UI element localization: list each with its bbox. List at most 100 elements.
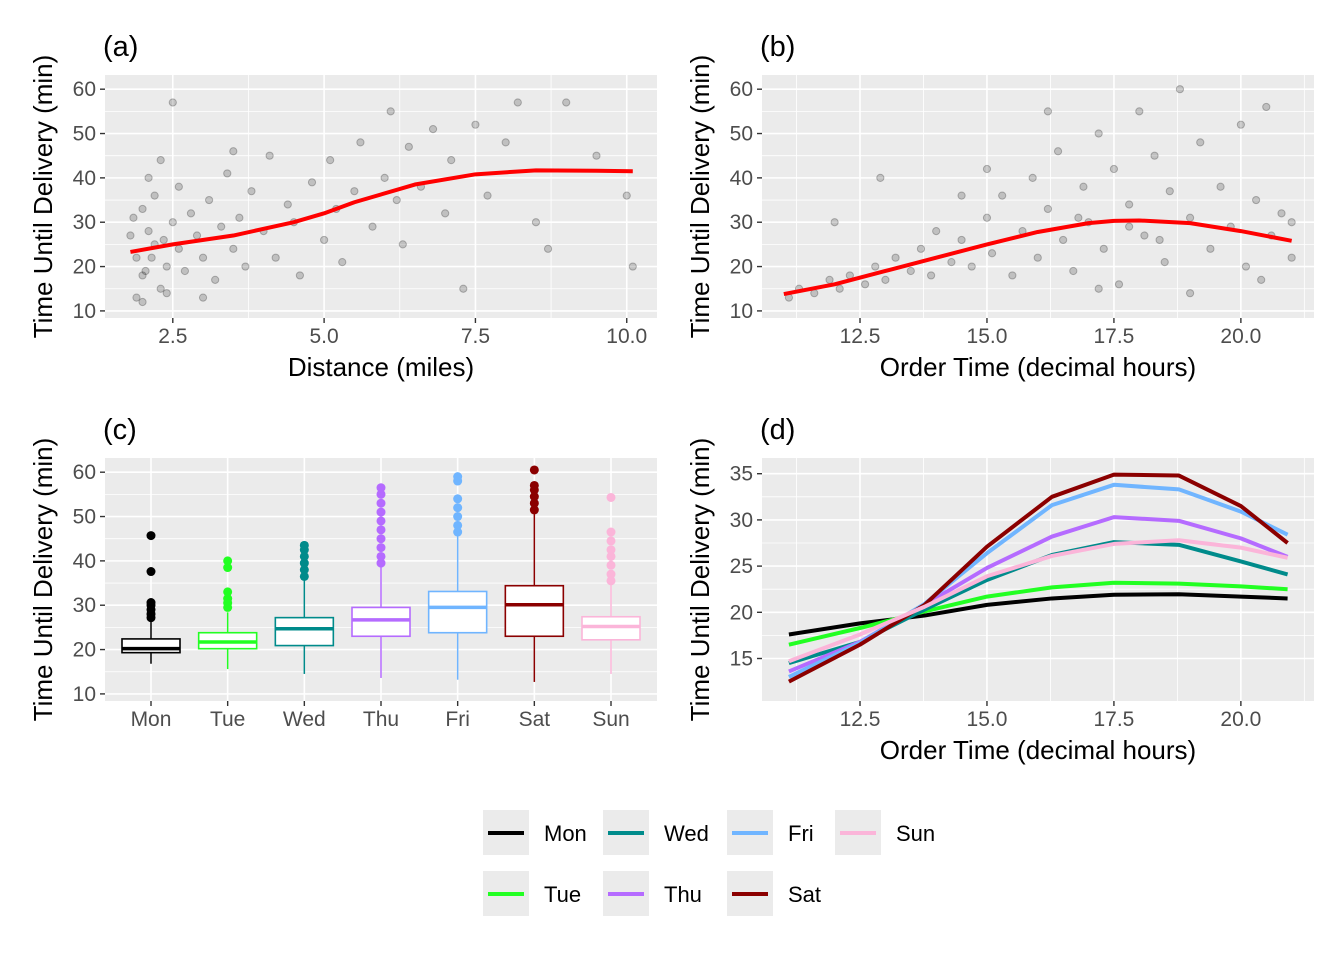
y-tick-label: 40 [73,550,96,573]
scatter-point [307,178,317,187]
y-tick-label: 60 [73,78,96,101]
x-tick-label: 17.5 [1093,325,1134,348]
outlier-point [376,525,386,535]
scatter-point [1094,284,1103,293]
y-tick-label: 30 [73,211,96,234]
box-iqr [274,616,335,647]
outlier-point [376,516,386,526]
x-axis-title: Order Time (decimal hours) [880,352,1196,382]
panel-b: 10 20 30 40 50 60 12.5 15.0 17.5 20.0 (b) Time Unti… [685,31,1314,382]
scatter-point [543,244,553,253]
outlier-point [146,598,156,608]
scatter-point [891,253,900,262]
scatter-point [998,191,1007,200]
panel-background [762,458,1314,701]
x-tick-label: Thu [363,708,399,731]
scatter-point [830,218,839,227]
boxplot-wed [274,540,335,674]
scatter-point [1135,107,1144,116]
scatter-point [283,200,292,209]
scatter-point [982,164,992,174]
outlier-point [529,498,539,508]
scatter-point [132,293,141,302]
y-tick-label: 25 [730,555,753,578]
x-tick-label: 7.5 [461,325,490,348]
box-iqr [121,638,181,654]
boxplot-sat [504,465,565,682]
legend-item-thu: Thu [603,871,702,916]
scatter-point [441,209,450,218]
plot-marks [787,472,1289,684]
scatter-point [404,142,413,151]
legend-label: Thu [664,882,702,907]
scatter-point [1074,213,1083,222]
scatter-point [211,275,220,284]
line-sat [787,472,1289,684]
legend-item-wed: Wed [603,810,709,855]
scatter-point [982,213,992,222]
y-tick-label: 50 [730,123,753,146]
plot-marks [121,465,641,682]
scatter-point [1079,182,1088,191]
x-axis-title: Order Time (decimal hours) [880,735,1196,765]
scatter-point [881,275,890,284]
scatter-point [1262,102,1271,112]
outlier-point [376,489,386,499]
scatter-point [1196,138,1205,147]
x-tick-label: Tue [210,708,245,731]
scatter-point [1094,129,1103,138]
scatter-point [326,156,335,165]
scatter-point [1206,244,1215,253]
scatter-point [957,235,966,245]
scatter-point [1099,244,1108,253]
outlier-point [453,520,463,530]
scatter-point [1257,275,1266,284]
scatter-point [1114,280,1124,289]
x-tick-label: 10.0 [606,325,647,348]
scatter-point [876,173,885,182]
outlier-point [146,567,156,577]
scatter-point [147,253,156,262]
scatter-point [1125,200,1134,209]
scatter-point [144,173,153,182]
scatter-point [1033,253,1042,262]
scatter-point [1125,222,1134,231]
scatter-point [126,231,135,240]
legend-item-fri: Fri [727,810,814,855]
x-tick-label: 17.5 [1093,708,1134,731]
scatter-point [622,191,631,200]
box-iqr [504,584,565,638]
outlier-point [299,558,309,568]
outlier-point [606,492,616,502]
scatter-point [144,226,153,236]
y-axis-title: Time Until Delivery (min) [685,55,715,339]
scatter-point [380,173,389,182]
scatter-point [1185,289,1195,298]
y-tick-label: 30 [730,509,753,532]
scatter-point [223,169,232,178]
outlier-point [529,465,539,475]
scatter-point [1236,120,1245,129]
scatter-point [906,266,915,276]
scatter-point [459,284,468,293]
scatter-point [1008,271,1017,280]
scatter-point [947,258,956,267]
outlier-point [606,536,616,546]
scatter-point [241,262,250,271]
y-tick-label: 30 [730,211,753,234]
y-tick-label: 20 [73,639,96,662]
panel-d: 15 20 25 30 35 12.5 15.0 17.5 20.0 (d) Time Until … [685,414,1314,765]
y-tick-label: 20 [730,601,753,624]
y-tick-label: 10 [73,300,96,323]
x-tick-label: Wed [283,708,326,731]
x-tick-label: 12.5 [840,325,881,348]
scatter-point [295,271,304,280]
boxplot-mon [121,531,181,664]
outlier-point [606,527,616,537]
scatter-point [932,226,941,236]
scatter-point [180,266,189,276]
scatter-point [1252,195,1261,205]
scatter-point [350,187,359,196]
scatter-point [1216,182,1225,191]
boxplot-thu [351,483,411,678]
